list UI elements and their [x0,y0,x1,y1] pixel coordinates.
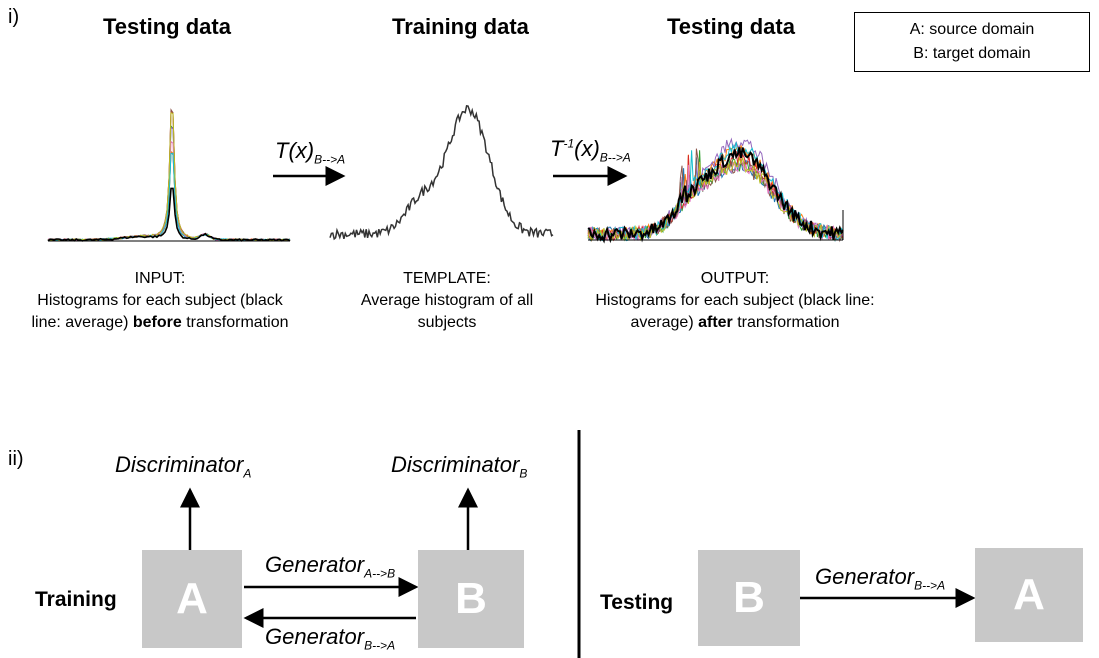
caption-template: TEMPLATE: Average histogram of all subje… [337,268,557,334]
caption-input-title: INPUT: [134,270,186,287]
header-testing-data-left: Testing data [103,14,231,39]
caption-input-line2: line: average) before transformation [5,312,315,334]
part-i-label: i) [8,6,20,28]
training-box-a: A [142,550,242,648]
legend-target-domain: B: target domain [913,45,1031,62]
header-testing-data-right: Testing data [667,14,795,39]
caption-template-title: TEMPLATE: [403,270,491,287]
training-label: Training [35,588,117,611]
caption-template-line1: Average histogram of all [360,292,534,309]
testing-label: Testing [600,591,674,614]
caption-output-title: OUTPUT: [700,270,770,287]
caption-output-line2-post: transformation [732,314,840,331]
testing-box-b: B [698,550,800,646]
discriminator-a-sub: A [243,466,252,481]
inverse-transform-main: T [550,136,564,161]
discriminator-a-main: Discriminator [115,452,244,477]
discriminator-b-label: DiscriminatorB [391,452,527,480]
discriminator-a-label: DiscriminatorA [115,452,251,480]
inverse-transform-label: T-1(x)B-->A [550,136,631,164]
legend-source-domain: A: source domain [909,21,1035,38]
testing-box-a: A [975,548,1083,642]
header-training-data: Training data [392,14,529,39]
generator-b-to-a-sub: B-->A [364,638,396,653]
caption-output-line2-pre: average) [630,314,699,331]
testing-generator-sub: B-->A [914,578,946,593]
caption-input: INPUT: Histograms for each subject (blac… [5,268,315,334]
part-ii-label: ii) [8,448,24,470]
generator-a-to-b-sub: A-->B [364,566,396,581]
transform-label: T(x)B-->A [275,138,345,166]
testing-generator-label: GeneratorB-->A [815,564,945,592]
discriminator-b-sub: B [519,466,528,481]
generator-a-to-b-main: Generator [265,552,365,577]
caption-output-line1: Histograms for each subject (black line: [595,292,875,309]
generator-b-to-a-label: GeneratorB-->A [265,624,395,652]
caption-output: OUTPUT: Histograms for each subject (bla… [575,268,895,334]
caption-input-bold: before [132,314,182,331]
caption-output-bold: after [698,314,733,331]
training-box-b: B [418,550,524,648]
caption-input-line1: Histograms for each subject (black [37,292,283,309]
caption-input-line2-post: transformation [181,314,289,331]
generator-a-to-b-label: GeneratorA-->B [265,552,395,580]
inverse-transform-main2: (x) [574,136,600,161]
output-series-9 [587,147,844,244]
template-curve [329,105,554,241]
transform-label-sub: B-->A [314,152,346,167]
discriminator-b-main: Discriminator [391,452,520,477]
caption-output-line2: average) after transformation [575,312,895,334]
inverse-transform-sub: B-->A [599,150,631,165]
caption-template-line2: subjects [417,314,477,331]
inverse-transform-sup: -1 [563,136,575,151]
transform-label-main: T(x) [275,138,315,163]
generator-b-to-a-main: Generator [265,624,365,649]
legend-box: A: source domain B: target domain [854,12,1090,72]
input-series-9 [47,187,291,242]
input-series-8 [47,112,291,242]
testing-generator-main: Generator [815,564,915,589]
caption-input-line2-pre: line: average) [31,314,133,331]
